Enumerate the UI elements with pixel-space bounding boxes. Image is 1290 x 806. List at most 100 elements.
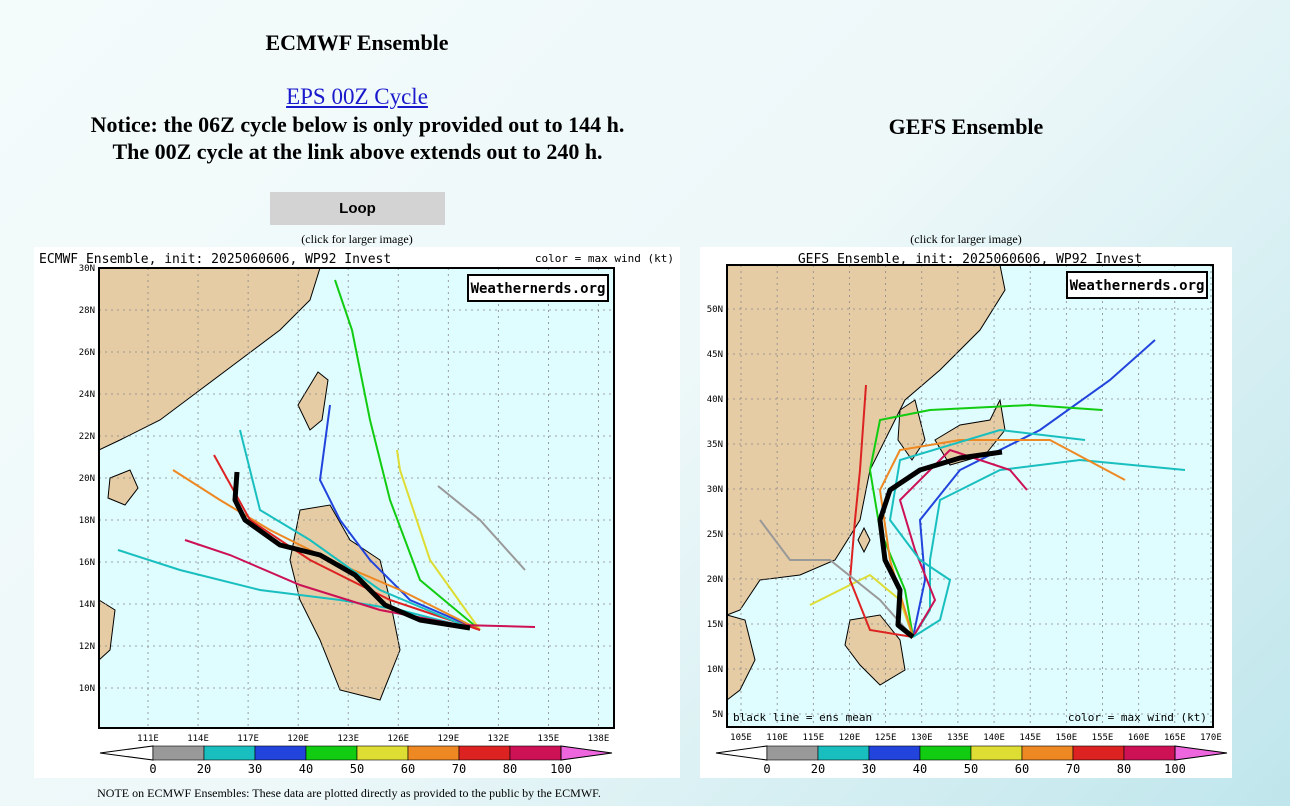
lon-label: 138E [588, 734, 610, 744]
lat-label: 26N [79, 348, 95, 358]
lon-label: 105E [730, 733, 752, 743]
lon-label: 114E [187, 734, 209, 744]
lat-label: 20N [79, 474, 95, 484]
lat-label: 50N [707, 305, 723, 315]
track [437, 485, 526, 571]
map-header: GEFS Ensemble, init: 2025060606, WP92 In… [798, 252, 1142, 267]
loop-button[interactable]: Loop [270, 192, 445, 225]
plot-frame [726, 264, 1214, 728]
colorbar-label: 60 [1015, 762, 1029, 776]
lon-label: 140E [983, 733, 1005, 743]
lat-label: 35N [707, 440, 723, 450]
eps-link[interactable]: EPS 00Z Cycle [286, 84, 428, 109]
lon-label: 123E [337, 734, 359, 744]
colorbar-label: 0 [763, 762, 770, 776]
colorbar-label: 30 [862, 762, 876, 776]
lon-label: 132E [488, 734, 510, 744]
lon-label: 120E [839, 733, 861, 743]
colorbar-label: 70 [1066, 762, 1080, 776]
note: NOTE on ECMWF Ensembles: These data are … [97, 786, 601, 800]
legend-label: color = max wind (kt) [535, 252, 674, 265]
mean-track [232, 471, 471, 631]
lat-label: 14N [79, 600, 95, 610]
colorbar-segment [254, 745, 307, 761]
lon-label: 111E [137, 734, 159, 744]
mean-track [877, 449, 1003, 639]
mean-label: black line = ens mean [733, 711, 872, 724]
colorbar-segment [458, 745, 511, 761]
legend-label: color = max wind (kt) [1068, 711, 1207, 724]
caption: (click for larger image) [301, 232, 413, 246]
lat-label: 20N [707, 575, 723, 585]
colorbar-arrow [560, 745, 613, 761]
lon-label: 120E [287, 734, 309, 744]
lat-label: 15N [707, 620, 723, 630]
land [297, 371, 329, 431]
watermark: Weathernerds.org [1070, 278, 1205, 294]
track [184, 539, 536, 628]
watermark-box [1066, 271, 1208, 299]
track [759, 519, 914, 638]
track [898, 448, 1028, 638]
colorbar-label: 60 [401, 762, 415, 776]
lat-label: 10N [707, 665, 723, 675]
colorbar-label: 100 [1164, 762, 1186, 776]
lat-label: 22N [79, 432, 95, 442]
colorbar-label: 80 [503, 762, 517, 776]
watermark-box [467, 274, 609, 302]
colorbar-label: 50 [350, 762, 364, 776]
colorbar-segment [1072, 745, 1125, 761]
lon-label: 165E [1164, 733, 1186, 743]
track [172, 469, 481, 631]
colorbar-label: 40 [299, 762, 313, 776]
lon-label: 145E [1019, 733, 1041, 743]
track [213, 454, 481, 631]
colorbar-segment [509, 745, 562, 761]
colorbar-segment [407, 745, 460, 761]
lon-label: 135E [538, 734, 560, 744]
lon-label: 170E [1200, 733, 1222, 743]
notice-line: Notice: the 06Z cycle below is only prov… [90, 112, 625, 137]
track [318, 404, 481, 631]
track [117, 549, 471, 629]
colorbar-segment [152, 745, 205, 761]
lat-label: 30N [79, 264, 95, 274]
right-title: GEFS Ensemble [888, 114, 1044, 139]
colorbar-segment [305, 745, 358, 761]
lon-label: 117E [237, 734, 259, 744]
lat-label: 30N [707, 485, 723, 495]
lon-label: 129E [437, 734, 459, 744]
track [878, 439, 1126, 638]
colorbar-arrow [1174, 745, 1228, 761]
land [107, 469, 139, 506]
lat-label: 25N [707, 530, 723, 540]
lat-label: 45N [707, 350, 723, 360]
lon-label: 125E [875, 733, 897, 743]
colorbar-label: 20 [197, 762, 211, 776]
track [888, 428, 1086, 638]
track [239, 429, 471, 629]
lon-label: 135E [947, 733, 969, 743]
lat-label: 24N [79, 390, 95, 400]
colorbar-segment [203, 745, 256, 761]
colorbar-segment [868, 745, 921, 761]
track [809, 573, 914, 638]
map-header: ECMWF Ensemble, init: 2025060606, WP92 I… [39, 252, 391, 267]
lat-label: 28N [79, 306, 95, 316]
colorbar-label: 70 [452, 762, 466, 776]
colorbar-segment [970, 745, 1023, 761]
caption: (click for larger image) [910, 232, 1022, 246]
colorbar-segment [1123, 745, 1176, 761]
plot-frame [98, 267, 615, 729]
colorbar-label: 50 [964, 762, 978, 776]
lon-label: 150E [1056, 733, 1078, 743]
track [334, 279, 481, 631]
colorbar-segment [1021, 745, 1074, 761]
track [848, 384, 914, 638]
colorbar-label: 80 [1117, 762, 1131, 776]
land [934, 398, 1006, 466]
colorbar-segment [766, 745, 819, 761]
lat-label: 40N [707, 395, 723, 405]
